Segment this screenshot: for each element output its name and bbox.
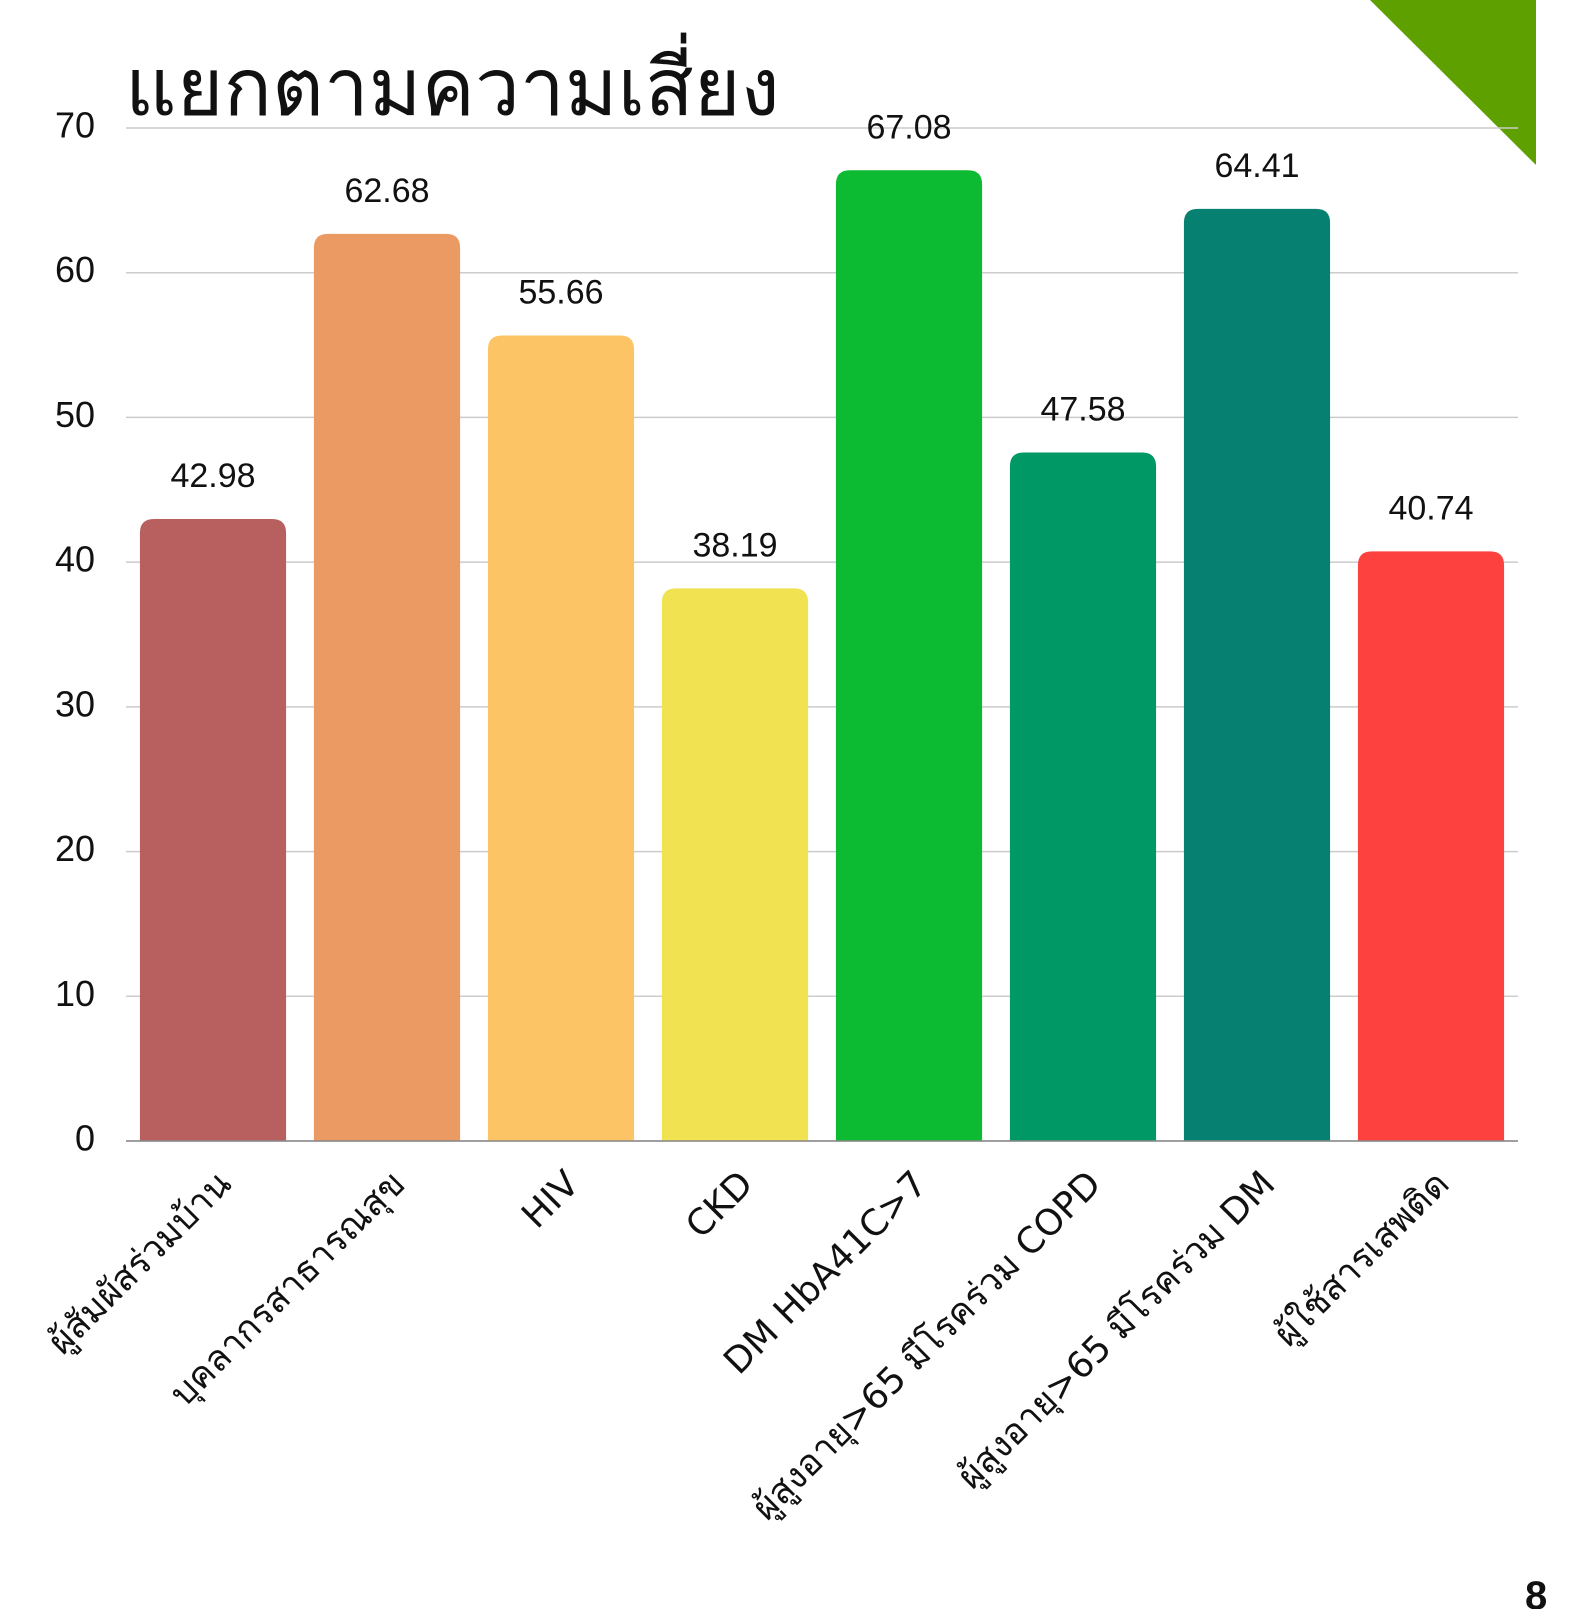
x-tick-label: ผู้สัมผัสร่วมบ้าน [40, 1163, 240, 1363]
x-tick-label: ผู้ใช้สารเสพติด [1265, 1163, 1458, 1356]
y-tick-label: 40 [55, 539, 95, 580]
corner-decoration [1370, 0, 1536, 165]
x-tick-label: HIV [514, 1163, 587, 1236]
x-tick-label: CKD [678, 1163, 761, 1246]
bar [1183, 208, 1331, 1142]
bar [661, 588, 809, 1141]
y-tick-label: 10 [55, 973, 95, 1014]
y-tick-label: 20 [55, 828, 95, 869]
y-tick-label: 0 [75, 1118, 95, 1159]
value-label: 62.68 [344, 172, 429, 210]
bar [1357, 551, 1505, 1141]
y-tick-label: 50 [55, 394, 95, 435]
y-tick-label: 30 [55, 683, 95, 724]
value-label: 42.98 [170, 457, 255, 495]
chart-title: แยกตามความเสี่ยง [125, 33, 780, 134]
x-tick-label: ผู้สูงอายุ>65 มีโรคร่วม DM [949, 1163, 1284, 1498]
page-number: 8 [1525, 1574, 1547, 1609]
bar [487, 335, 635, 1142]
value-label: 38.19 [692, 526, 777, 564]
bar [139, 519, 287, 1141]
bar [835, 170, 983, 1141]
y-tick-label: 60 [55, 249, 95, 290]
value-label: 64.41 [1214, 147, 1299, 185]
bar [313, 233, 461, 1142]
value-label: 67.08 [866, 108, 951, 146]
value-label: 47.58 [1040, 390, 1125, 428]
value-label: 55.66 [518, 274, 603, 312]
bar [1009, 452, 1157, 1141]
value-label: 40.74 [1388, 489, 1473, 527]
x-tick-label: ผู้สูงอายุ>65 มีโรคร่วม COPD [744, 1163, 1110, 1529]
y-tick-label: 70 [55, 105, 95, 146]
